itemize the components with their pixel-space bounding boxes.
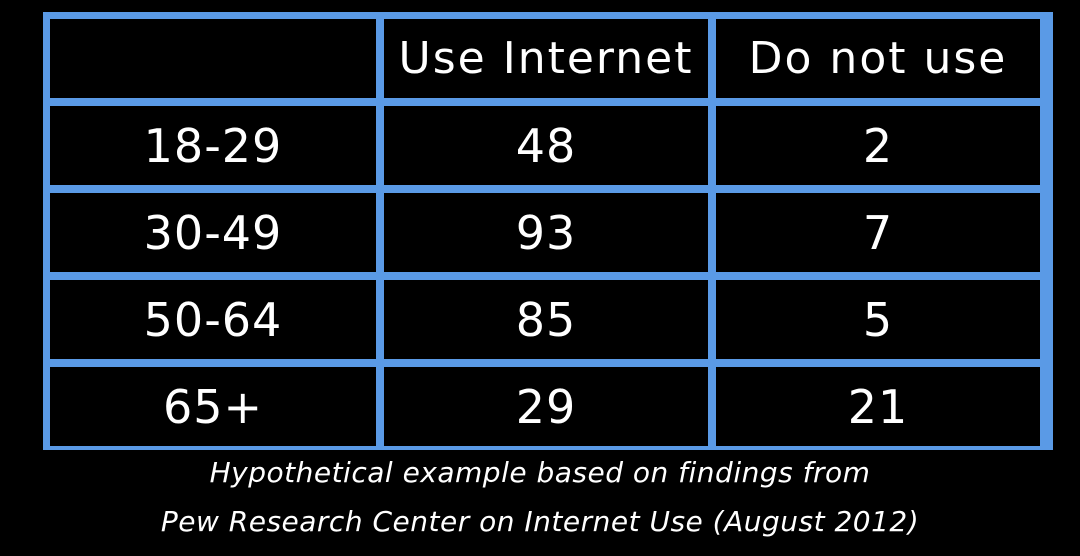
row-not-use-cell: 2 [716,106,1040,185]
header-do-not-use: Do not use [716,19,1040,98]
data-table-frame: Use Internet Do not use 18-29 48 2 30-49… [43,12,1053,450]
row-use-cell: 29 [384,367,708,446]
row-use-cell: 85 [384,280,708,359]
row-use-cell: 93 [384,193,708,272]
row-not-use-cell: 7 [716,193,1040,272]
row-use-cell: 48 [384,106,708,185]
header-empty-cell [50,19,376,98]
row-not-use-cell: 5 [716,280,1040,359]
row-age-cell: 18-29 [50,106,376,185]
row-age-cell: 30-49 [50,193,376,272]
row-not-use-cell: 21 [716,367,1040,446]
caption-line-2: Pew Research Center on Internet Use (Aug… [160,505,920,538]
caption-line-1: Hypothetical example based on findings f… [209,456,871,489]
row-age-cell: 65+ [50,367,376,446]
data-table: Use Internet Do not use 18-29 48 2 30-49… [50,19,1046,446]
row-age-cell: 50-64 [50,280,376,359]
cropped-title-remnant [72,0,392,6]
header-use-internet: Use Internet [384,19,708,98]
